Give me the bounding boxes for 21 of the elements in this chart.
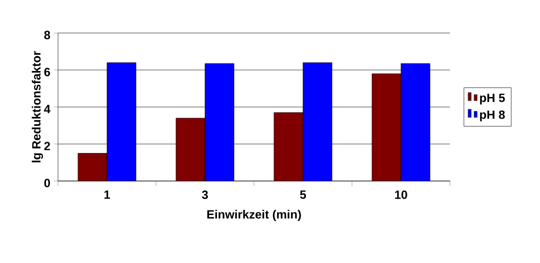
y-axis-title: lg Reduktionsfaktor	[32, 51, 43, 162]
x-tick-label: 10	[395, 190, 408, 199]
x-tick-label: 1	[104, 190, 110, 199]
bar	[372, 74, 402, 181]
legend-label: pH 5	[480, 94, 505, 104]
y-tick-label: 0	[44, 178, 50, 188]
bar	[78, 153, 108, 181]
y-tick-label: 8	[44, 30, 50, 40]
bar	[176, 118, 206, 181]
x-tick-label: 3	[202, 190, 208, 200]
bar	[106, 62, 136, 181]
bar	[274, 112, 304, 181]
x-axis-title: Einwirkzeit (min)	[207, 210, 301, 221]
bar	[204, 63, 234, 181]
bar	[302, 62, 332, 181]
y-tick-label: 6	[44, 68, 50, 76]
y-tick-label: 4	[44, 104, 50, 114]
y-tick-label: 2	[44, 142, 50, 150]
legend-label: pH 8	[480, 110, 505, 122]
bar	[400, 63, 430, 181]
x-tick-label: 5	[300, 190, 306, 199]
